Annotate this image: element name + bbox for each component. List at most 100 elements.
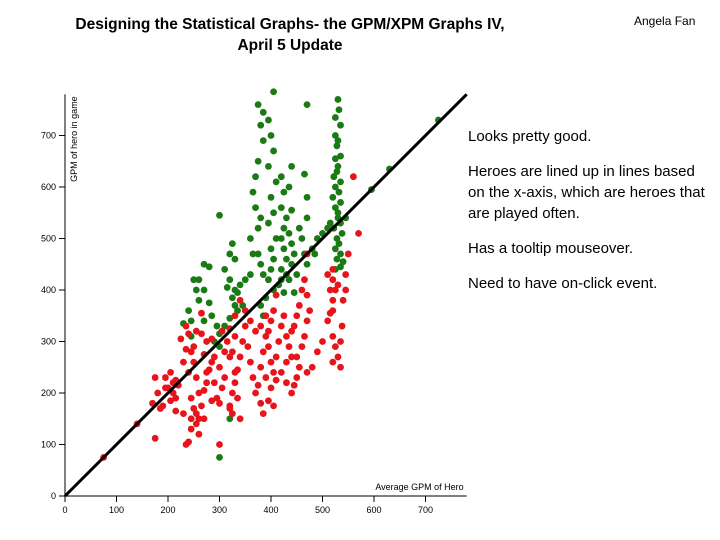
data-point-below[interactable] [223,338,231,345]
data-point-below[interactable] [210,379,218,387]
data-point-below[interactable] [265,397,272,405]
data-point-above[interactable] [259,271,267,278]
data-point-above[interactable] [337,199,344,206]
data-point-above[interactable] [331,155,339,163]
data-point-below[interactable] [342,286,350,294]
data-point-above[interactable] [335,188,343,196]
data-point-above[interactable] [205,299,213,307]
data-point-below[interactable] [259,410,267,417]
data-point-below[interactable] [355,229,362,237]
data-point-above[interactable] [270,88,277,96]
data-point-below[interactable] [241,322,249,330]
data-point-below[interactable] [288,327,295,335]
data-point-below[interactable] [239,338,247,345]
data-point-above[interactable] [277,173,285,181]
data-point-above[interactable] [265,163,272,170]
data-point-below[interactable] [270,369,277,376]
data-point-below[interactable] [270,402,277,410]
data-point-above[interactable] [337,121,344,129]
data-point-below[interactable] [167,369,174,376]
data-point-below[interactable] [270,307,277,314]
data-point-above[interactable] [337,152,344,160]
data-point-below[interactable] [231,312,239,320]
data-point-below[interactable] [218,327,226,335]
data-point-below[interactable] [329,296,337,304]
data-point-below[interactable] [203,369,211,376]
data-point-below[interactable] [283,332,290,340]
data-point-above[interactable] [216,211,223,219]
data-point-below[interactable] [319,338,326,345]
data-point-below[interactable] [267,358,275,366]
data-point-below[interactable] [331,286,339,294]
data-point-below[interactable] [324,317,332,325]
data-point-below[interactable] [329,307,337,314]
data-point-below[interactable] [342,271,350,278]
data-point-below[interactable] [198,309,205,317]
data-point-above[interactable] [252,204,259,212]
data-point-below[interactable] [192,374,200,381]
data-point-below[interactable] [337,363,344,371]
data-point-below[interactable] [210,353,218,361]
data-point-below[interactable] [226,353,234,361]
data-point-above[interactable] [195,296,203,304]
data-point-above[interactable] [226,415,234,423]
data-point-below[interactable] [249,374,257,381]
data-point-above[interactable] [187,317,195,325]
data-point-below[interactable] [208,358,216,366]
data-point-below[interactable] [306,307,314,314]
data-point-below[interactable] [218,384,226,392]
data-point-below[interactable] [293,353,301,361]
data-point-below[interactable] [283,358,290,366]
data-point-below[interactable] [277,322,285,330]
data-point-above[interactable] [254,157,262,165]
data-point-below[interactable] [231,332,239,340]
data-point-below[interactable] [303,291,311,299]
data-point-above[interactable] [272,235,280,242]
data-point-above[interactable] [277,204,285,212]
data-point-above[interactable] [335,106,343,114]
data-point-above[interactable] [195,276,203,284]
data-point-above[interactable] [267,132,275,139]
data-point-below[interactable] [272,353,280,361]
data-point-above[interactable] [226,314,234,322]
data-point-below[interactable] [262,312,270,320]
data-point-above[interactable] [335,240,343,248]
data-point-below[interactable] [290,322,298,330]
data-point-below[interactable] [216,441,223,448]
data-point-above[interactable] [337,178,344,186]
data-point-above[interactable] [208,312,216,320]
data-point-below[interactable] [236,415,244,423]
data-point-above[interactable] [254,101,262,108]
data-point-above[interactable] [200,317,208,325]
data-point-below[interactable] [200,415,208,423]
data-point-above[interactable] [185,307,193,314]
data-point-above[interactable] [247,271,254,278]
data-point-below[interactable] [154,389,162,397]
data-point-below[interactable] [234,394,241,402]
data-point-above[interactable] [267,266,275,273]
data-point-below[interactable] [295,363,303,371]
data-point-below[interactable] [180,410,187,417]
data-point-below[interactable] [257,322,265,330]
data-point-below[interactable] [277,369,285,376]
data-point-below[interactable] [254,381,262,389]
data-point-below[interactable] [228,389,236,397]
data-point-below[interactable] [272,376,280,384]
data-point-below[interactable] [334,281,342,289]
data-point-above[interactable] [213,322,221,330]
data-point-below[interactable] [257,399,265,407]
data-point-above[interactable] [330,173,338,181]
data-point-above[interactable] [303,214,311,222]
data-point-below[interactable] [326,286,334,294]
data-point-below[interactable] [195,389,203,397]
data-point-below[interactable] [192,420,200,428]
data-point-below[interactable] [216,399,223,407]
data-point-above[interactable] [200,260,208,268]
data-point-below[interactable] [288,389,295,397]
data-point-below[interactable] [236,353,244,361]
data-point-above[interactable] [334,209,342,217]
data-point-below[interactable] [203,338,211,345]
data-point-above[interactable] [226,250,234,258]
data-point-below[interactable] [231,379,239,387]
data-point-above[interactable] [228,294,236,302]
